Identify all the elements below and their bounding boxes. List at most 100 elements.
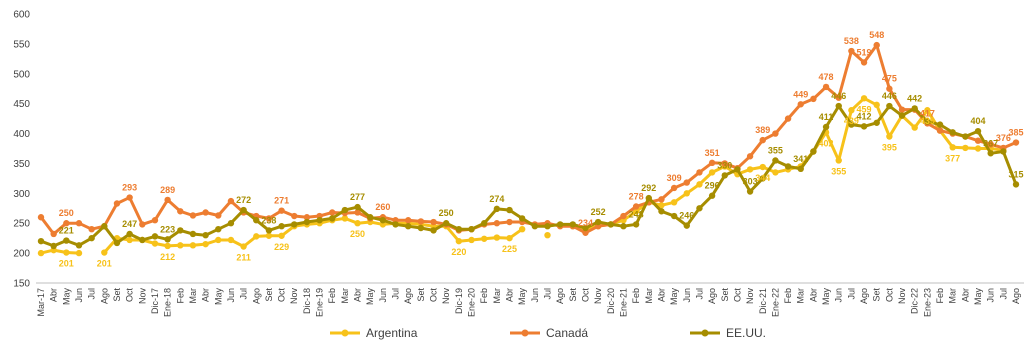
data-label: 446 — [882, 91, 897, 101]
x-tick-label: Ene-19 — [315, 288, 325, 317]
point-marker — [835, 102, 842, 110]
x-tick-label: Mar — [948, 288, 958, 304]
point-marker — [126, 236, 133, 244]
point-marker — [417, 224, 425, 232]
point-marker — [974, 137, 982, 144]
data-label: 355 — [831, 166, 846, 176]
data-label: 402 — [819, 138, 834, 148]
data-label: 475 — [882, 74, 897, 84]
data-label: 355 — [768, 145, 783, 155]
point-marker — [430, 218, 437, 226]
x-tick-label: Dic-20 — [606, 288, 616, 314]
point-marker — [265, 232, 273, 239]
x-tick-label: Abr — [49, 288, 59, 302]
x-tick-label: Ene-20 — [467, 288, 477, 317]
x-tick-label: Dic-21 — [758, 288, 768, 314]
x-tick-label: Set — [720, 288, 730, 302]
data-label: 238 — [261, 215, 276, 225]
data-label: 229 — [274, 242, 289, 252]
point-marker — [227, 220, 235, 227]
point-marker — [556, 221, 564, 228]
x-tick-label: Ene-22 — [770, 288, 780, 317]
data-label: 385 — [1008, 128, 1023, 138]
point-marker — [265, 227, 273, 234]
data-label: 248 — [629, 209, 644, 219]
point-marker — [632, 208, 640, 215]
x-tick-label: Abr — [201, 288, 211, 302]
data-label: 309 — [667, 173, 682, 183]
data-label: 296 — [705, 181, 720, 191]
point-marker — [493, 205, 501, 213]
point-marker — [101, 223, 108, 230]
data-label: 277 — [350, 192, 365, 202]
point-marker — [886, 85, 893, 92]
point-marker — [759, 175, 766, 182]
point-marker — [126, 230, 133, 238]
point-marker — [746, 153, 754, 160]
point-marker — [113, 200, 121, 207]
x-tick-label: Nov — [745, 288, 755, 305]
x-tick-label: Abr — [960, 288, 970, 302]
data-label: 250 — [59, 208, 74, 218]
x-tick-label: Ago — [403, 288, 413, 304]
data-label: 389 — [755, 125, 770, 135]
data-label: 411 — [819, 112, 834, 122]
point-marker — [822, 123, 830, 131]
point-marker — [886, 133, 893, 140]
y-tick-label: 550 — [13, 39, 30, 50]
point-marker — [202, 209, 209, 216]
x-tick-label: May — [517, 288, 527, 306]
point-marker — [708, 192, 716, 199]
point-marker — [860, 59, 868, 66]
point-marker — [354, 220, 361, 227]
point-marker — [721, 172, 728, 179]
point-marker — [924, 118, 931, 125]
point-marker — [291, 212, 298, 220]
point-marker — [189, 212, 197, 219]
point-marker — [835, 157, 842, 164]
point-marker — [797, 165, 804, 173]
point-marker — [936, 127, 944, 134]
x-tick-label: Jul — [846, 288, 856, 300]
point-marker — [544, 223, 551, 230]
legend-label: Argentina — [366, 326, 418, 340]
data-label: 250 — [439, 208, 454, 218]
point-marker — [848, 107, 855, 114]
data-label: 271 — [274, 196, 289, 206]
data-label: 272 — [236, 195, 251, 205]
point-marker — [683, 190, 690, 197]
point-marker — [50, 242, 57, 250]
point-marker — [924, 107, 931, 114]
point-marker — [658, 208, 665, 215]
point-marker — [202, 240, 209, 248]
data-label: 377 — [945, 153, 960, 163]
point-marker — [63, 249, 70, 256]
point-marker — [379, 217, 387, 224]
x-tick-label: Feb — [479, 288, 489, 304]
point-marker — [75, 249, 83, 257]
data-label: 303 — [743, 177, 758, 187]
x-tick-label: Mar — [340, 288, 350, 304]
point-marker — [303, 214, 311, 221]
point-marker — [329, 209, 336, 216]
point-marker — [873, 119, 880, 126]
data-label: 330 — [717, 160, 732, 170]
data-label: 274 — [489, 194, 504, 204]
point-marker — [721, 160, 728, 167]
point-marker — [898, 106, 906, 113]
point-marker — [683, 222, 690, 229]
point-marker — [189, 242, 197, 249]
point-marker — [480, 220, 488, 227]
x-tick-label: May — [61, 288, 71, 306]
data-label: 211 — [236, 253, 251, 263]
x-tick-label: Dic-22 — [910, 288, 920, 314]
x-tick-label: Jul — [87, 288, 97, 300]
point-marker — [455, 226, 463, 233]
x-tick-label: Dic-17 — [150, 288, 160, 314]
point-marker — [139, 221, 146, 228]
x-tick-label: Dic-18 — [302, 288, 312, 314]
x-tick-label: Oct — [884, 288, 894, 303]
point-marker — [822, 83, 830, 91]
point-marker — [75, 220, 83, 227]
point-marker — [936, 121, 944, 128]
